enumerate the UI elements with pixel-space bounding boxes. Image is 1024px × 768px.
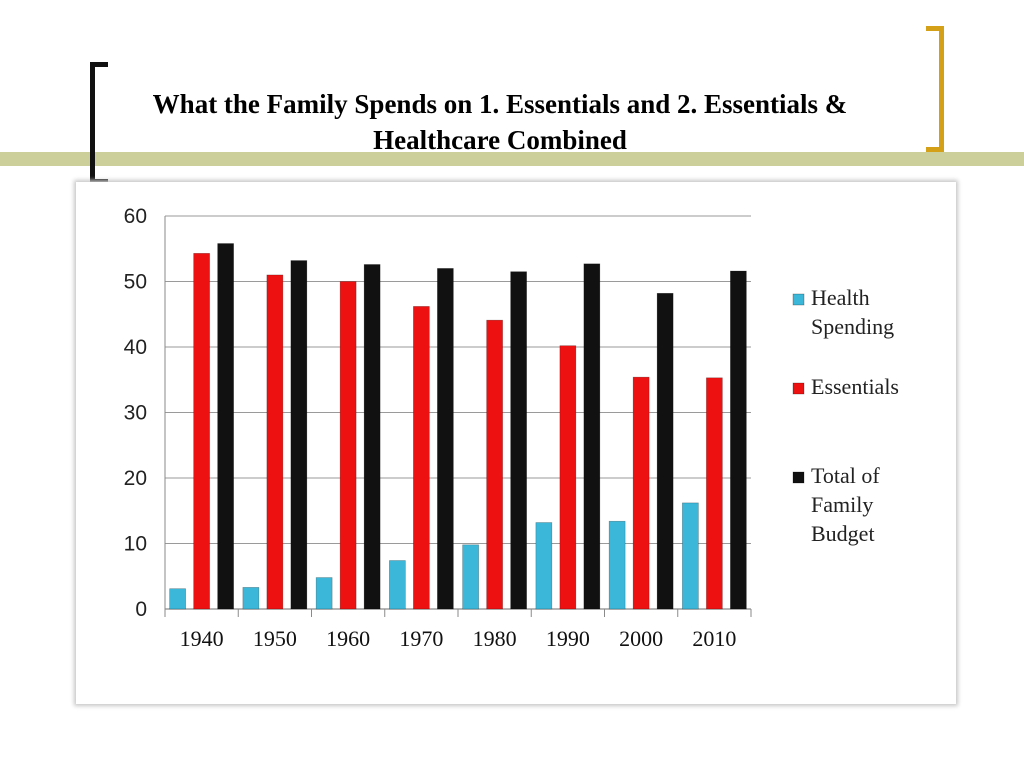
chart-frame: 0 10 20 30 40 50 60 1940 1950 1960 1970 1980 1990 200… xyxy=(76,182,956,704)
x-tick-label: 2010 xyxy=(692,626,736,651)
bar-health-spending xyxy=(682,502,699,610)
left-bracket-decoration xyxy=(90,62,108,184)
bar-total-of-family-budget xyxy=(583,263,601,610)
bar-health-spending xyxy=(535,522,553,610)
bar-health-spending xyxy=(462,544,479,610)
bar-essentials xyxy=(413,306,430,610)
bar-chart: 0 10 20 30 40 50 60 1940 1950 1960 1970 1980 1990 200… xyxy=(124,205,899,651)
legend-label: Essentials xyxy=(811,374,899,399)
bar-total-of-family-budget xyxy=(363,264,381,610)
bar-health-spending xyxy=(169,588,186,610)
bar-essentials xyxy=(559,345,577,610)
bar-health-spending xyxy=(315,577,333,610)
y-tick-label: 30 xyxy=(124,402,147,425)
bar-health-spending xyxy=(242,587,260,610)
x-tick-label: 1960 xyxy=(326,626,370,651)
legend-swatch xyxy=(792,293,805,306)
y-tick-label: 60 xyxy=(124,205,147,228)
right-bracket-decoration xyxy=(926,26,944,152)
bar-health-spending xyxy=(608,520,626,610)
bar-total-of-family-budget xyxy=(217,243,234,610)
x-tick-label: 1950 xyxy=(253,626,297,651)
bar-total-of-family-budget xyxy=(656,292,674,610)
legend-swatch xyxy=(792,471,805,484)
bar-total-of-family-budget xyxy=(290,260,308,610)
bar-essentials xyxy=(339,281,357,610)
bar-health-spending xyxy=(389,560,406,610)
bar-total-of-family-budget xyxy=(510,271,527,610)
legend-label: Total of xyxy=(811,463,880,488)
bar-essentials xyxy=(193,253,210,610)
y-tick-label: 50 xyxy=(124,271,147,294)
bar-essentials xyxy=(266,274,284,610)
legend-label: Spending xyxy=(811,314,894,339)
x-tick-label: 2000 xyxy=(619,626,663,651)
x-tick-label: 1970 xyxy=(399,626,443,651)
legend-label: Health xyxy=(811,285,870,310)
bar-essentials xyxy=(706,377,723,610)
bar-total-of-family-budget xyxy=(437,268,454,610)
bar-essentials xyxy=(486,319,503,610)
header-accent-rule xyxy=(0,152,1024,166)
legend-swatch xyxy=(792,382,805,395)
slide-title: What the Family Spends on 1. Essentials … xyxy=(152,89,848,155)
y-tick-label: 20 xyxy=(124,467,147,490)
bar-essentials xyxy=(632,376,650,610)
x-tick-label: 1940 xyxy=(180,626,224,651)
bar-total-of-family-budget xyxy=(730,270,747,610)
legend-label: Family xyxy=(811,492,873,517)
y-tick-label: 0 xyxy=(135,598,147,621)
y-tick-label: 10 xyxy=(124,533,147,556)
x-tick-label: 1980 xyxy=(473,626,517,651)
legend-label: Budget xyxy=(811,521,875,546)
title-container: What the Family Spends on 1. Essentials … xyxy=(120,86,880,158)
x-tick-label: 1990 xyxy=(546,626,590,651)
y-tick-label: 40 xyxy=(124,336,147,359)
